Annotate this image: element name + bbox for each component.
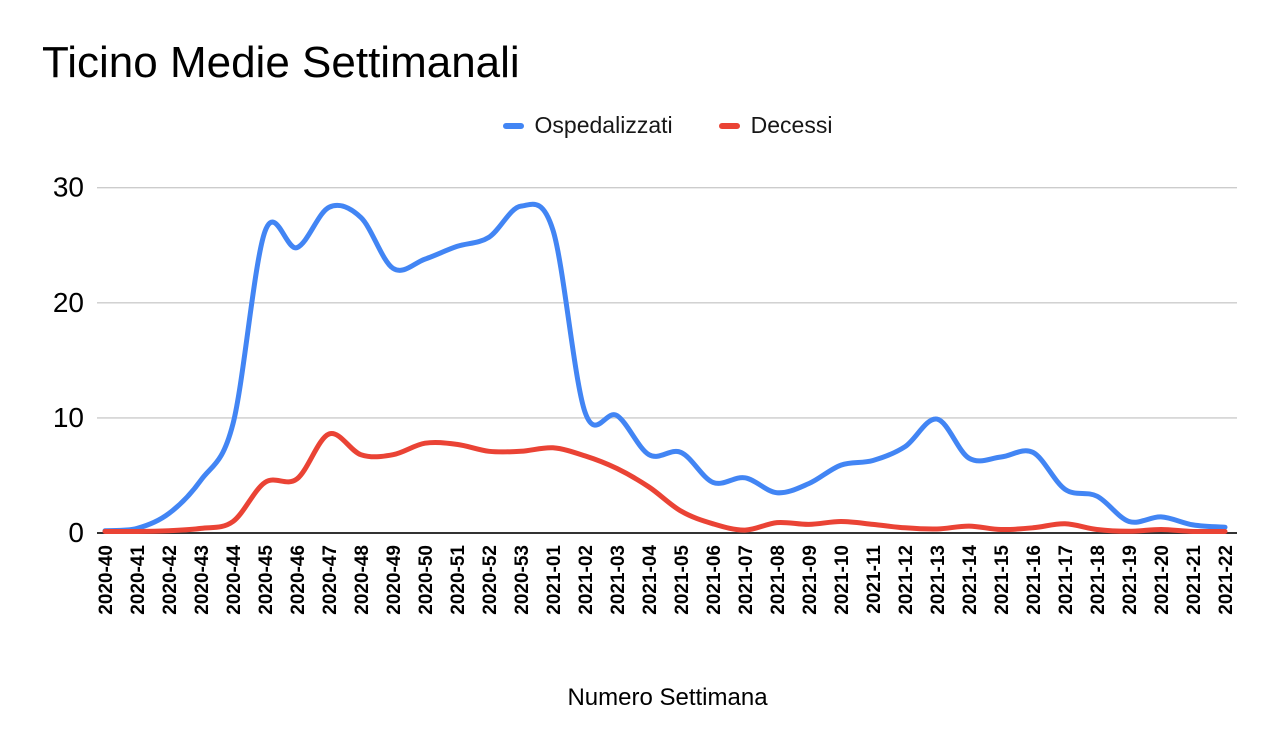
- x-tick-label: 2021-11: [864, 545, 885, 614]
- chart-title: Ticino Medie Settimanali: [42, 38, 520, 87]
- legend: Ospedalizzati Decessi: [100, 112, 1235, 139]
- x-tick-label: 2021-20: [1152, 545, 1173, 615]
- x-tick-label: 2020-46: [288, 545, 309, 615]
- legend-label-ospedalizzati: Ospedalizzati: [534, 112, 673, 138]
- x-tick-label: 2021-09: [800, 545, 821, 615]
- y-tick-label: 0: [68, 517, 84, 548]
- x-tick-label: 2021-02: [576, 545, 597, 615]
- legend-item-decessi[interactable]: Decessi: [718, 112, 833, 139]
- x-tick-label: 2021-13: [928, 545, 949, 615]
- ospedalizzati-line-swatch: [502, 122, 524, 129]
- x-tick-label: 2021-17: [1056, 545, 1077, 615]
- y-tick-label: 10: [53, 402, 84, 433]
- x-tick-label: 2021-10: [832, 545, 853, 615]
- x-tick-label: 2021-07: [736, 545, 757, 615]
- x-tick-label: 2021-15: [992, 545, 1013, 615]
- y-tick-label: 30: [53, 172, 84, 203]
- x-tick-label: 2020-42: [160, 545, 181, 615]
- x-tick-label: 2021-22: [1216, 545, 1237, 615]
- x-tick-label: 2021-19: [1120, 545, 1141, 615]
- legend-label-decessi: Decessi: [750, 112, 833, 138]
- x-tick-label: 2020-41: [128, 545, 149, 615]
- x-tick-label: 2021-16: [1024, 545, 1045, 615]
- x-tick-label: 2021-05: [672, 545, 693, 615]
- x-tick-label: 2020-50: [416, 545, 437, 615]
- x-tick-label: 2020-45: [256, 545, 277, 615]
- y-tick-label: 20: [53, 287, 84, 318]
- x-tick-label: 2021-14: [960, 545, 981, 615]
- x-tick-label: 2020-44: [224, 545, 245, 615]
- decessi-line-swatch: [718, 122, 740, 129]
- series-line-decessi[interactable]: [102, 431, 1228, 534]
- x-tick-label: 2021-18: [1088, 545, 1109, 615]
- x-tick-label: 2021-06: [704, 545, 725, 615]
- x-tick-label: 2021-01: [544, 545, 565, 615]
- series-line-ospedalizzati[interactable]: [102, 201, 1228, 534]
- x-tick-label: 2021-12: [896, 545, 917, 615]
- x-tick-label: 2020-43: [192, 545, 213, 615]
- x-tick-label: 2020-49: [384, 545, 405, 615]
- legend-item-ospedalizzati[interactable]: Ospedalizzati: [502, 112, 673, 139]
- x-tick-label: 2020-40: [96, 545, 117, 615]
- x-tick-label: 2020-48: [352, 545, 373, 615]
- x-tick-label: 2021-03: [608, 545, 629, 615]
- x-tick-label: 2020-53: [512, 545, 533, 615]
- x-tick-label: 2020-47: [320, 545, 341, 615]
- x-tick-label: 2021-21: [1184, 545, 1205, 615]
- x-tick-label: 2021-04: [640, 545, 661, 615]
- x-tick-label: 2021-08: [768, 545, 789, 615]
- x-axis-title: Numero Settimana: [567, 684, 768, 711]
- x-tick-label: 2020-51: [448, 545, 469, 615]
- x-tick-label: 2020-52: [480, 545, 501, 615]
